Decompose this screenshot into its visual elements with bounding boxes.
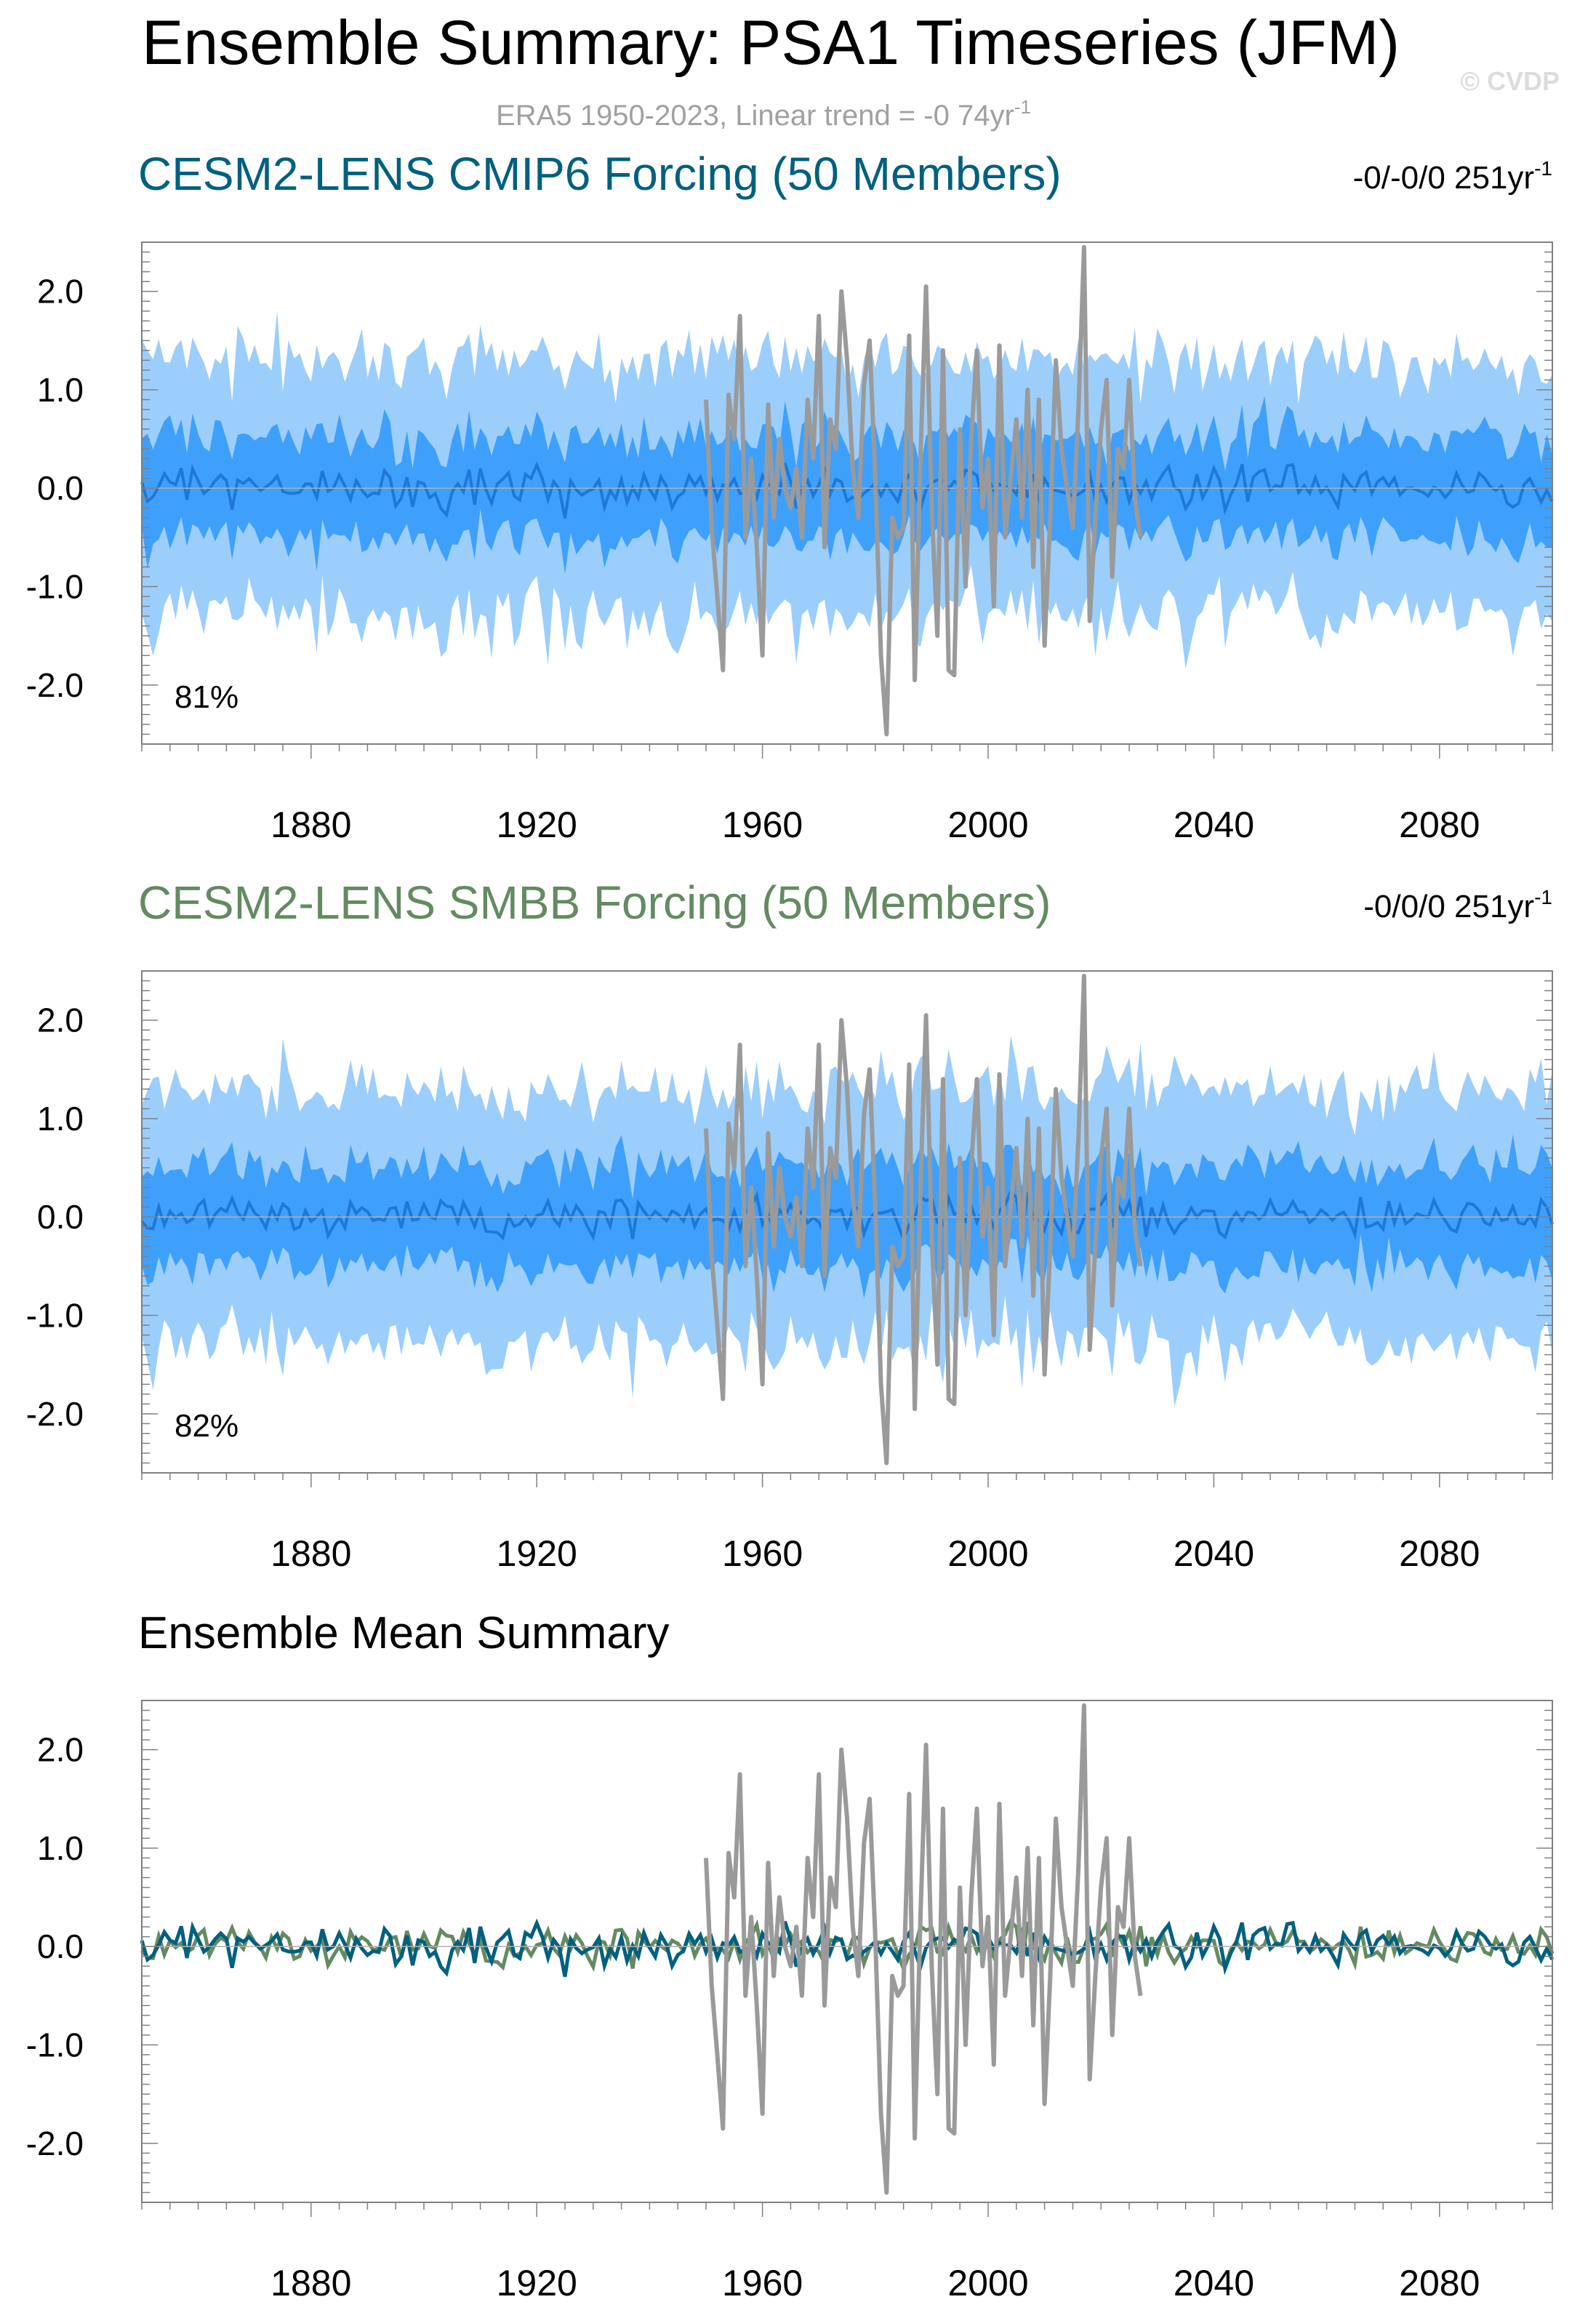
y-tick-label: 1.0 (37, 1829, 84, 1867)
panel-trend-text: -0/-0/0 251yr (1353, 160, 1534, 196)
x-tick-label: 1960 (722, 1533, 803, 1574)
y-tick-label: 0.0 (37, 1198, 84, 1236)
y-tick-label: -2.0 (26, 2125, 84, 2162)
panel-trend-unit-exponent: -1 (1534, 886, 1552, 908)
panel-title: Ensemble Mean Summary (138, 1608, 670, 1658)
chart-panels: CESM2-LENS CMIP6 Forcing (50 Members) -0/… (26, 148, 1555, 2303)
obs-trend-label: ERA5 1950-2023, Linear trend = -0 74yr-1 (496, 96, 1031, 132)
panel-trend-text: -0/0/0 251yr (1363, 889, 1534, 924)
era5-observed-line (704, 1703, 1143, 2195)
x-tick-label: 2040 (1174, 2263, 1254, 2303)
cmip6-ensemble-mean-line (140, 1918, 1555, 1978)
x-tick-label: 2080 (1399, 2263, 1480, 2303)
x-tick-label: 2040 (1174, 1533, 1254, 1574)
y-tick-label: 0.0 (37, 1927, 84, 1965)
y-tick-label: 1.0 (37, 1100, 84, 1138)
x-tick-label: 1960 (722, 2263, 803, 2303)
ensemble-25-75-range-band (142, 396, 1552, 575)
y-tick-label: 2.0 (37, 273, 84, 311)
y-tick-label: 1.0 (37, 371, 84, 409)
ensemble-mean-line (140, 460, 1554, 519)
x-tick-label: 2080 (1399, 1533, 1480, 1574)
x-tick-label: 1880 (270, 1533, 351, 1574)
y-tick-label: 2.0 (37, 1731, 84, 1769)
era5-observed-line (704, 244, 1143, 737)
panel-1: CESM2-LENS CMIP6 Forcing (50 Members) -0/… (26, 148, 1554, 845)
era5-observed-line (704, 973, 1143, 1466)
obs-trend-text: ERA5 1950-2023, Linear trend = -0 74yr (496, 100, 1014, 132)
panel-trend-label: -0/-0/0 251yr-1 (1353, 157, 1552, 196)
y-tick-label: -1.0 (26, 568, 84, 606)
x-tick-label: 1880 (270, 2263, 351, 2303)
y-tick-label: -2.0 (26, 1395, 84, 1433)
panel-trend-unit-exponent: -1 (1534, 157, 1552, 180)
y-tick-label: -1.0 (26, 1297, 84, 1335)
x-tick-label: 2000 (947, 2263, 1028, 2303)
x-tick-label: 1880 (270, 804, 351, 845)
panel-title: CESM2-LENS SMBB Forcing (50 Members) (138, 876, 1051, 929)
x-tick-label: 2000 (947, 1533, 1028, 1574)
pattern-correlation-label: 82% (175, 1408, 238, 1444)
y-tick-label: 0.0 (37, 469, 84, 507)
y-tick-label: 2.0 (37, 1002, 84, 1039)
x-tick-label: 1960 (722, 804, 803, 845)
watermark: © CVDP (1460, 66, 1560, 96)
pattern-correlation-label: 81% (175, 679, 238, 715)
panel-title: CESM2-LENS CMIP6 Forcing (50 Members) (138, 148, 1062, 200)
x-tick-label: 2080 (1399, 804, 1480, 845)
y-tick-label: -1.0 (26, 2026, 84, 2064)
panel-2: CESM2-LENS SMBB Forcing (50 Members) -0/0… (26, 876, 1554, 1574)
obs-trend-unit-exponent: -1 (1014, 96, 1031, 118)
ensemble-mean-line (140, 1189, 1554, 1244)
ensemble-25-75-range-band (142, 1134, 1552, 1298)
x-tick-label: 2040 (1174, 804, 1254, 845)
panel-trend-label: -0/0/0 251yr-1 (1363, 886, 1552, 924)
x-tick-label: 2000 (947, 804, 1028, 845)
x-tick-label: 1920 (497, 804, 577, 845)
panel-3: Ensemble Mean Summary 2.0 1.0 0.0 -1.0 -2.0 18… (26, 1608, 1555, 2303)
y-tick-label: -2.0 (26, 666, 84, 704)
x-tick-label: 1920 (497, 1533, 577, 1574)
x-tick-label: 1920 (497, 2263, 577, 2303)
figure-title: Ensemble Summary: PSA1 Timeseries (JFM) (142, 8, 1400, 78)
